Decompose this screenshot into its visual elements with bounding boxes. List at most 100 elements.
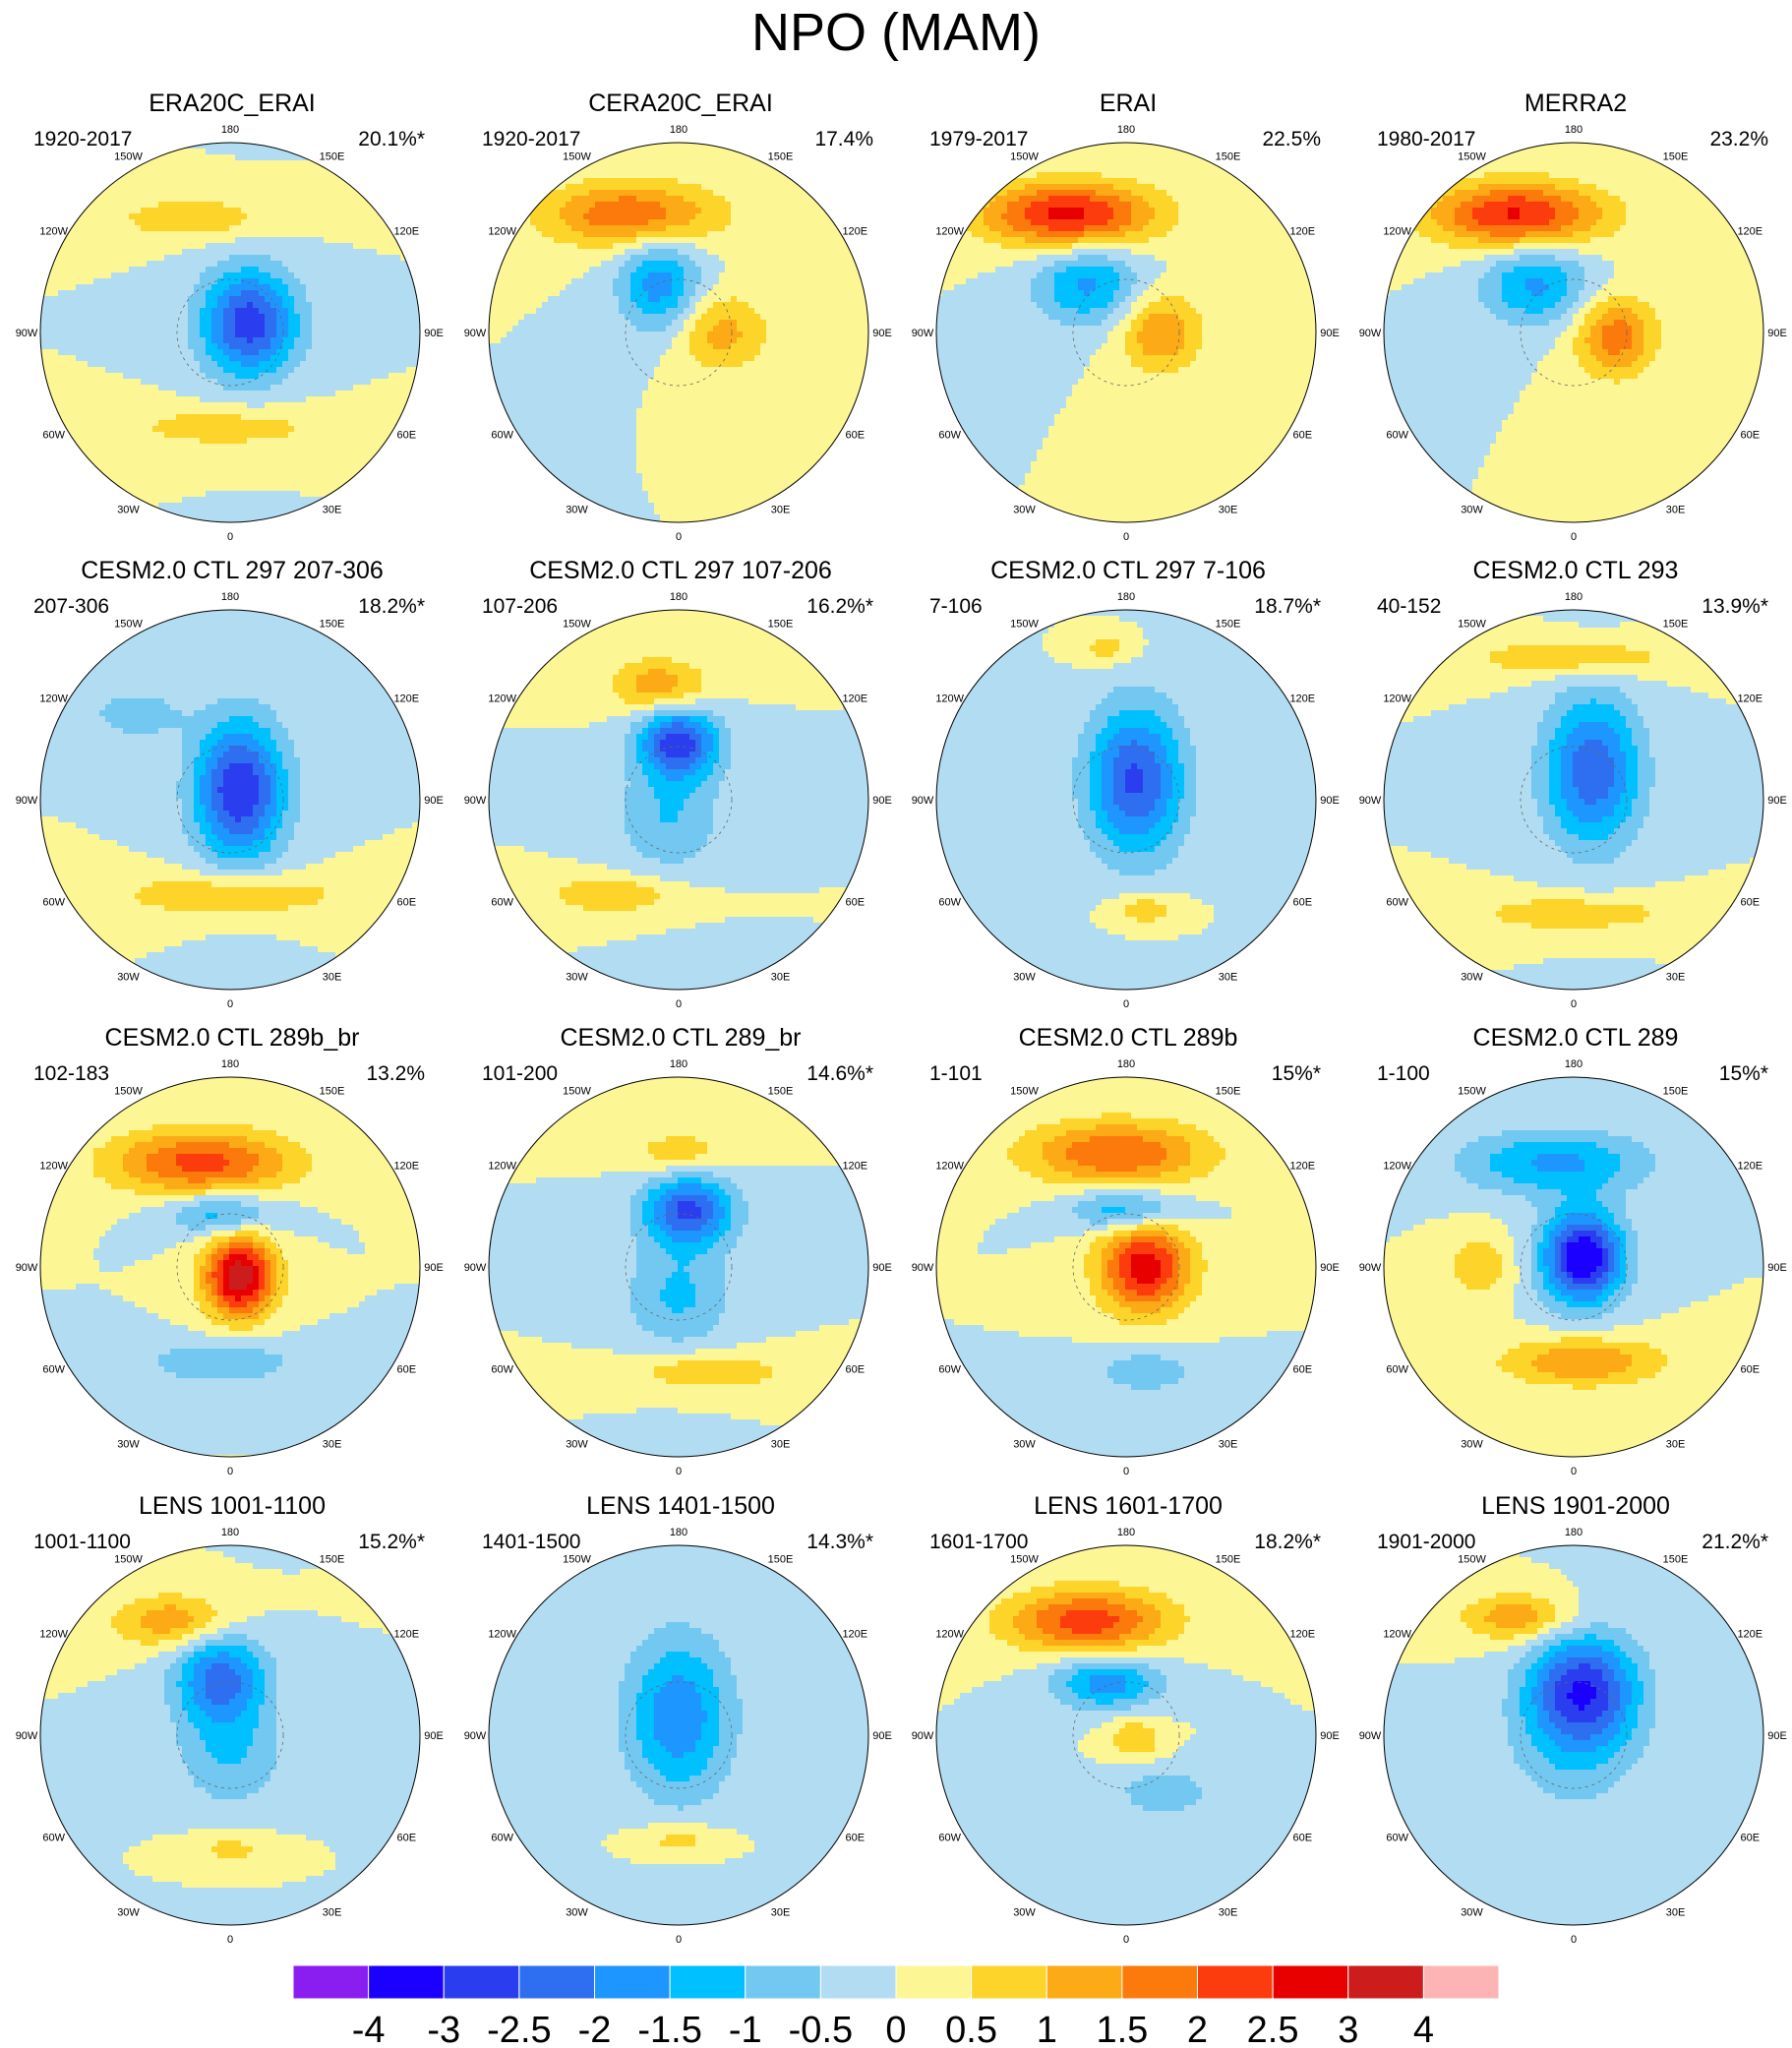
map-panel: 180 150E 120E 90E 60E 30E 0 30W 60W 90W 120W 150W CE… (464, 89, 892, 543)
longitude-label: 150W (563, 151, 591, 163)
colorbar-tick-label: 2 (1187, 2010, 1208, 2046)
map-boundary (39, 1076, 421, 1458)
longitude-label: 30W (1461, 1438, 1483, 1450)
colorbar-swatch (293, 1965, 370, 2000)
map-boundary (488, 1544, 869, 1926)
longitude-label: 60W (42, 1364, 65, 1376)
longitude-label: 90E (424, 795, 444, 807)
longitude-label: 120W (1383, 226, 1411, 238)
colorbar: -4 -3 -2.5 -2 -1.5 -1 -0.5 0 0.5 1 1.5 2 2.5 3 4 (293, 1965, 1499, 2046)
panel-title: CESM2.0 CTL 289b (922, 1023, 1335, 1053)
longitude-label: 30W (1461, 504, 1483, 515)
longitude-label: 150E (768, 1086, 794, 1098)
colorbar-tick-label: -3 (427, 2010, 460, 2046)
longitude-label: 60E (1293, 897, 1313, 909)
colorbar-swatch (1121, 1965, 1198, 2000)
longitude-label: 90E (1767, 1730, 1787, 1742)
longitude-label: 150E (1216, 1086, 1241, 1098)
longitude-label: 30W (566, 1438, 588, 1450)
longitude-label: 30E (323, 504, 342, 515)
panel-variance: 16.2%* (806, 595, 873, 619)
longitude-label: 60W (938, 1364, 961, 1376)
colorbar-swatch (1197, 1965, 1274, 2000)
longitude-label: 90E (872, 328, 892, 339)
panel-period: 1979-2017 (929, 128, 1028, 151)
longitude-label: 60E (397, 1833, 417, 1844)
contour-field (1384, 1077, 1763, 1457)
map-boundary (39, 142, 421, 523)
longitude-label: 150E (1216, 619, 1241, 631)
longitude-label: 120E (393, 226, 419, 238)
longitude-label: 180 (1117, 1527, 1135, 1538)
longitude-label: 0 (676, 998, 682, 1010)
longitude-label: 60W (1386, 430, 1408, 442)
coastline (1520, 1681, 1628, 1789)
longitude-label: 60W (42, 897, 65, 909)
coastline (1072, 746, 1180, 854)
longitude-label: 0 (676, 1934, 682, 1946)
map-boundary (935, 142, 1317, 523)
longitude-label: 150W (114, 619, 143, 631)
colorbar-tick-label: -4 (352, 2010, 386, 2046)
panel-period: 101-200 (482, 1062, 558, 1086)
longitude-label: 90W (464, 328, 487, 339)
longitude-label: 30W (117, 971, 140, 983)
longitude-label: 60E (846, 1833, 866, 1844)
longitude-label: 0 (1123, 531, 1129, 543)
panel-title: CESM2.0 CTL 297 7-106 (922, 556, 1335, 585)
panel-period: 1-101 (929, 1062, 983, 1086)
colorbar-tick-label: 2.5 (1247, 2010, 1299, 2046)
longitude-label: 120E (1289, 226, 1315, 238)
longitude-label: 120W (488, 693, 516, 705)
longitude-label: 60W (42, 430, 65, 442)
longitude-label: 120E (842, 226, 867, 238)
panel-period: 107-206 (482, 595, 558, 619)
longitude-label: 150E (320, 619, 345, 631)
longitude-label: 60E (1741, 1833, 1761, 1844)
longitude-label: 0 (1123, 1934, 1129, 1946)
panel-variance: 14.3%* (806, 1531, 873, 1554)
longitude-label: 150E (320, 151, 345, 163)
longitude-label: 120W (935, 693, 964, 705)
longitude-label: 90W (912, 1262, 934, 1274)
panel-variance: 15.2%* (358, 1531, 425, 1554)
longitude-label: 90W (912, 795, 934, 807)
longitude-label: 90E (424, 1730, 444, 1742)
longitude-label: 60W (1386, 897, 1408, 909)
longitude-label: 180 (1565, 1058, 1583, 1070)
longitude-label: 60E (846, 430, 866, 442)
longitude-label: 180 (1117, 1058, 1135, 1070)
polar-map: 180 150E 120E 90E 60E 30E 0 30W 60W 90W 120W 150W (16, 591, 444, 1010)
panel-variance: 15%* (1272, 1062, 1321, 1086)
panel-variance: 22.5% (1262, 128, 1321, 151)
longitude-label: 150E (768, 619, 794, 631)
coastline (176, 278, 284, 387)
panel-period: 1001-1100 (33, 1531, 131, 1554)
longitude-label: 180 (1565, 591, 1583, 603)
colorbar-tick-label: -2.5 (487, 2010, 551, 2046)
polar-map: 180 150E 120E 90E 60E 30E 0 30W 60W 90W 120W 150W (464, 591, 892, 1010)
colorbar-swatch (971, 1965, 1047, 2000)
longitude-label: 120W (488, 226, 516, 238)
longitude-label: 30E (771, 971, 791, 983)
panel-title: LENS 1901-2000 (1369, 1491, 1782, 1521)
polar-map: 180 150E 120E 90E 60E 30E 0 30W 60W 90W 120W 150W (464, 124, 892, 543)
longitude-label: 90W (1359, 1730, 1382, 1742)
map-panel: 180 150E 120E 90E 60E 30E 0 30W 60W 90W 120W 150W CE… (1359, 1023, 1787, 1477)
colorbar-tick-label: 4 (1413, 2010, 1434, 2046)
longitude-label: 60W (491, 1364, 513, 1376)
longitude-label: 60W (491, 1833, 513, 1844)
longitude-label: 60W (1386, 1364, 1408, 1376)
longitude-label: 150W (1010, 151, 1039, 163)
map-panel: 180 150E 120E 90E 60E 30E 0 30W 60W 90W 120W 150W CE… (1359, 556, 1787, 1010)
longitude-label: 0 (676, 531, 682, 543)
longitude-label: 90E (872, 795, 892, 807)
colorbar-swatch (669, 1965, 747, 2000)
longitude-label: 0 (1571, 998, 1577, 1010)
longitude-label: 60E (1741, 1364, 1761, 1376)
map-panel: 180 150E 120E 90E 60E 30E 0 30W 60W 90W 120W 150W CE… (16, 1023, 444, 1477)
map-boundary (935, 1544, 1317, 1926)
map-boundary (488, 142, 869, 523)
map-panel: 180 150E 120E 90E 60E 30E 0 30W 60W 90W 120W 150W LE… (1359, 1491, 1787, 1946)
map-panel: 180 150E 120E 90E 60E 30E 0 30W 60W 90W 120W 150W CE… (464, 1023, 892, 1477)
